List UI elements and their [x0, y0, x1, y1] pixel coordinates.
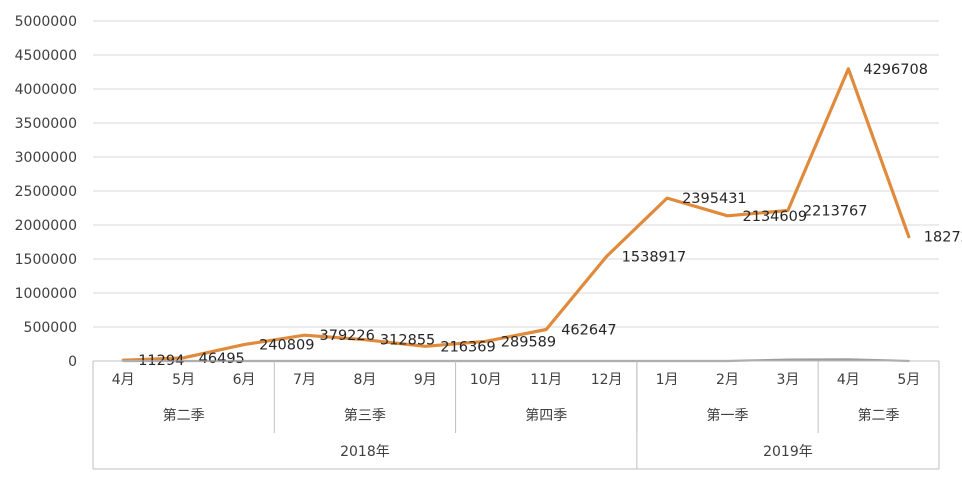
quarter-label: 第四季: [525, 407, 567, 424]
quarter-label: 第一季: [707, 407, 749, 424]
y-tick-label: 2000000: [15, 218, 77, 234]
y-tick-label: 4000000: [15, 82, 77, 98]
y-tick-label: 5000000: [15, 14, 77, 30]
x-tick-label: 11月: [530, 372, 562, 388]
data-label: 1827210: [924, 230, 962, 246]
x-tick-label: 3月: [776, 372, 799, 388]
x-tick-label: 5月: [897, 372, 920, 388]
x-tick-label: 5月: [172, 372, 195, 388]
y-tick-label: 3000000: [15, 150, 77, 166]
x-tick-label: 8月: [353, 372, 376, 388]
x-tick-label: 7月: [293, 372, 316, 388]
gridlines: [93, 20, 939, 328]
data-label: 1538917: [622, 249, 687, 265]
data-label: 216369: [440, 339, 495, 355]
quarter-label: 第三季: [344, 407, 386, 424]
y-tick-label: 2500000: [15, 184, 77, 200]
data-label: 4296708: [863, 62, 928, 78]
year-label: 2018年: [340, 444, 390, 460]
y-axis-tick-labels: 0 500000 1000000 1500000 2000000 2500000 30000…: [15, 14, 77, 370]
data-label: 289589: [501, 334, 556, 350]
x-tick-label: 4月: [837, 372, 860, 388]
quarter-label: 第二季: [163, 407, 205, 424]
y-tick-label: 500000: [24, 320, 77, 336]
y-tick-label: 0: [68, 354, 77, 370]
x-tick-label: 2月: [716, 372, 739, 388]
y-tick-label: 3500000: [15, 116, 77, 132]
data-label: 2134609: [743, 209, 808, 225]
x-tick-label: 1月: [656, 372, 679, 388]
data-label: 462647: [561, 323, 616, 339]
data-label: 2213767: [803, 203, 868, 219]
x-tick-label: 9月: [414, 372, 437, 388]
year-label: 2019年: [763, 444, 813, 460]
y-tick-label: 1500000: [15, 252, 77, 268]
x-tick-label: 6月: [233, 372, 256, 388]
y-tick-label: 1000000: [15, 286, 77, 302]
x-tick-label: 10月: [470, 372, 502, 388]
x-tick-label: 4月: [112, 372, 135, 388]
y-tick-label: 4500000: [15, 48, 77, 64]
data-label: 2395431: [682, 191, 747, 207]
series-line: [121, 67, 911, 362]
data-label: 379226: [320, 328, 375, 344]
data-label: 46495: [199, 351, 245, 367]
x-tick-label: 12月: [591, 372, 623, 388]
quarter-label: 第二季: [858, 407, 900, 424]
data-label: 312855: [380, 333, 435, 349]
data-label: 240809: [259, 338, 314, 354]
